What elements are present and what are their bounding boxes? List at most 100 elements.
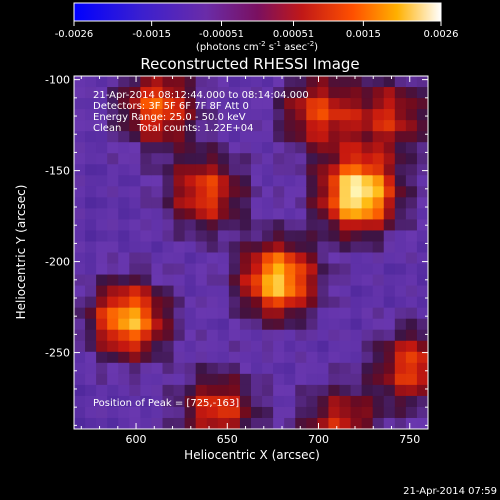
heatmap-cell <box>96 296 108 309</box>
heatmap-cell <box>140 153 153 165</box>
heatmap-cell <box>317 98 330 110</box>
heatmap-cell <box>416 175 428 187</box>
heatmap-cell <box>383 241 396 254</box>
heatmap-cell <box>284 120 296 132</box>
heatmap-cell <box>118 417 130 429</box>
heatmap-cell <box>74 109 86 121</box>
heatmap-cell <box>140 164 153 176</box>
heatmap-cell <box>74 230 86 243</box>
heatmap-cell <box>140 197 153 209</box>
heatmap-cell <box>383 230 396 243</box>
heatmap-cell <box>383 197 396 209</box>
heatmap-cell <box>162 76 175 88</box>
heatmap-cell <box>140 417 153 429</box>
heatmap-cell <box>195 87 208 99</box>
heatmap-cell <box>317 263 330 276</box>
heatmap-cell <box>361 153 374 165</box>
heatmap-cell <box>118 208 130 221</box>
heatmap-cell <box>372 153 385 165</box>
heatmap-cell <box>284 164 296 176</box>
heatmap-cell <box>350 186 363 198</box>
heatmap-cell <box>372 417 385 429</box>
heatmap-cell <box>262 76 274 88</box>
heatmap-cell <box>140 296 153 309</box>
heatmap-cell <box>129 373 141 386</box>
heatmap-cell <box>295 230 307 243</box>
heatmap-cell <box>217 120 230 132</box>
heatmap-cell <box>85 208 97 221</box>
heatmap-cell <box>151 208 164 221</box>
heatmap-cell <box>339 351 352 364</box>
heatmap-cell <box>317 87 330 99</box>
heatmap-cell <box>96 219 108 232</box>
heatmap-cell <box>107 362 119 375</box>
heatmap-cell <box>206 296 219 309</box>
heatmap-cell <box>372 131 385 143</box>
heatmap-cell <box>306 230 318 243</box>
heatmap-cell <box>251 131 263 143</box>
heatmap-cell <box>217 153 230 165</box>
heatmap-cell <box>350 230 363 243</box>
heatmap-cell <box>206 362 219 375</box>
annotation-time-range: 21-Apr-2014 08:12:44.000 to 08:14:04.000 <box>93 90 309 101</box>
heatmap-cell <box>273 219 285 232</box>
heatmap-cell <box>394 384 407 397</box>
heatmap-cell <box>328 120 341 132</box>
heatmap-cell <box>151 307 164 320</box>
heatmap-cell <box>173 98 186 110</box>
heatmap-cell <box>96 76 108 88</box>
heatmap-cell <box>184 98 197 110</box>
heatmap-cell <box>173 373 186 386</box>
heatmap-cell <box>74 296 86 309</box>
heatmap-cell <box>162 120 175 132</box>
heatmap-cell <box>129 241 141 254</box>
heatmap-cell <box>195 252 208 265</box>
heatmap-cell <box>173 395 186 408</box>
heatmap-cell <box>361 175 374 187</box>
heatmap-cell <box>107 208 119 221</box>
heatmap-cell <box>239 164 252 176</box>
heatmap-cell <box>295 318 307 331</box>
heatmap-cell <box>328 87 341 99</box>
heatmap-cell <box>173 307 186 320</box>
heatmap-cell <box>96 208 108 221</box>
heatmap-cell <box>394 406 407 419</box>
heatmap-cell <box>328 373 341 386</box>
heatmap-cell <box>228 285 241 298</box>
heatmap-cell <box>372 98 385 110</box>
heatmap-cell <box>262 131 274 143</box>
heatmap-cell <box>416 274 428 287</box>
heatmap-cell <box>129 406 141 419</box>
heatmap-cell <box>394 142 407 154</box>
heatmap-cell <box>239 318 252 331</box>
heatmap-cell <box>107 175 119 187</box>
heatmap-cell <box>74 175 86 187</box>
heatmap-cell <box>361 373 374 386</box>
heatmap-cell <box>306 87 318 99</box>
heatmap-cell <box>372 296 385 309</box>
heatmap-cell <box>350 417 363 429</box>
heatmap-cell <box>184 153 197 165</box>
heatmap-cell <box>85 120 97 132</box>
heatmap-cell <box>328 362 341 375</box>
heatmap-cell <box>239 285 252 298</box>
heatmap-cell <box>262 384 274 397</box>
colorbar-ticks: -0.0026 -0.0015 -0.00051 0.00051 0.0015 0.002… <box>55 21 459 40</box>
heatmap-cell <box>74 241 86 254</box>
heatmap-cell <box>306 197 318 209</box>
heatmap-cell <box>96 351 108 364</box>
heatmap-cell <box>339 362 352 375</box>
heatmap-cell <box>195 175 208 187</box>
heatmap-cell <box>96 395 108 408</box>
heatmap-cell <box>195 340 208 353</box>
heatmap-cell <box>262 263 274 276</box>
x-axis: 600 650 700 750 <box>80 76 429 446</box>
heatmap-cell <box>372 175 385 187</box>
heatmap-cell <box>361 131 374 143</box>
heatmap-cell <box>96 98 108 110</box>
heatmap-cell <box>416 296 428 309</box>
heatmap-cell <box>273 406 285 419</box>
heatmap-cell <box>195 131 208 143</box>
heatmap-cell <box>195 362 208 375</box>
heatmap-cell <box>96 406 108 419</box>
